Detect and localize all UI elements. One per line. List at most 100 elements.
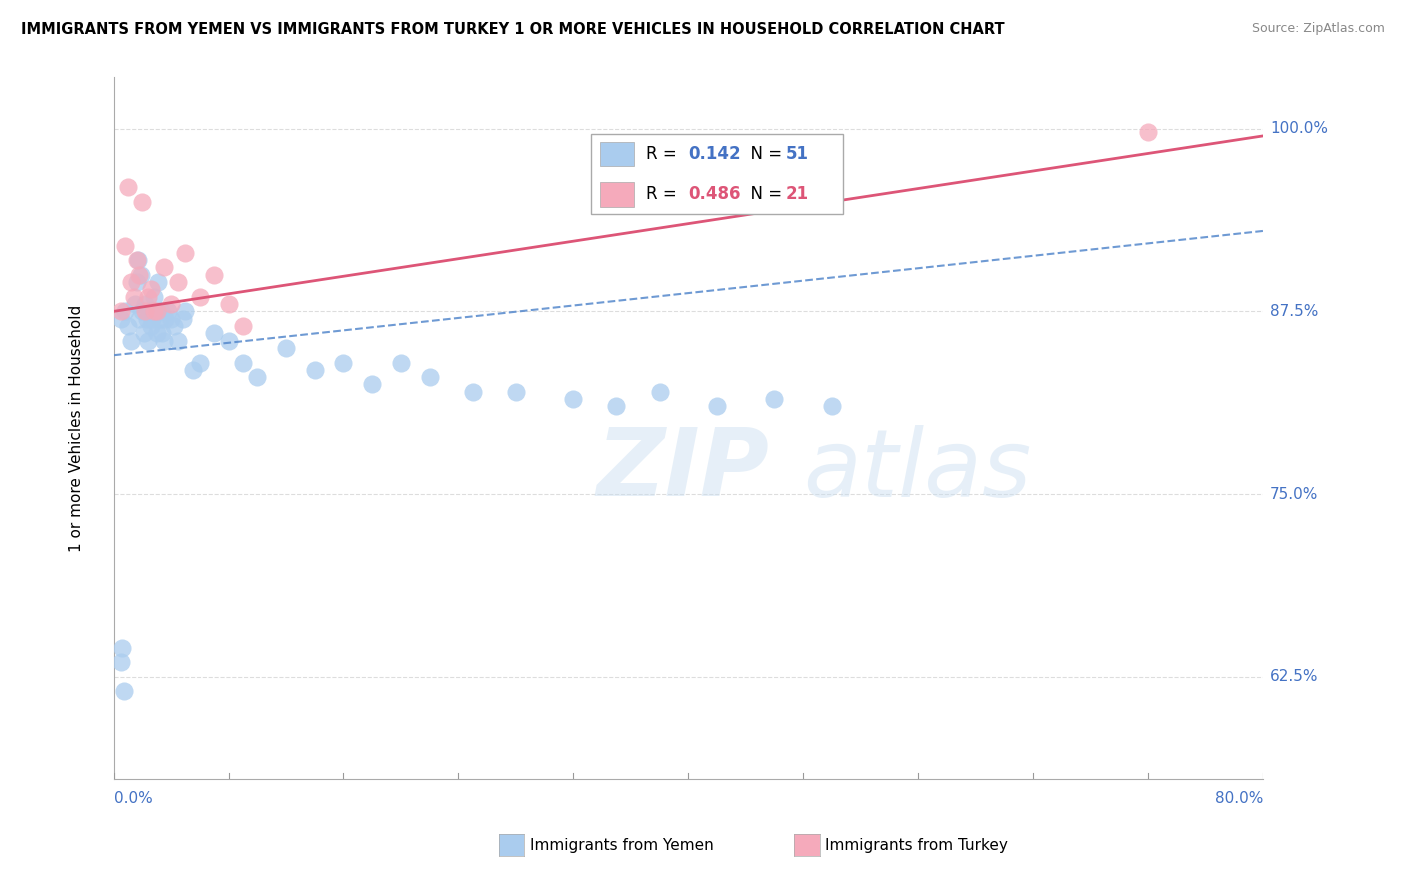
Text: 80.0%: 80.0% [1215,791,1263,805]
FancyBboxPatch shape [591,134,844,214]
Point [117,180,139,194]
Text: N =: N = [740,145,787,162]
Point [1136,124,1159,138]
Point [146,275,169,289]
Text: 1 or more Vehicles in Household: 1 or more Vehicles in Household [69,305,84,552]
Point [135,311,157,326]
Text: 62.5%: 62.5% [1270,669,1319,684]
Point [152,326,174,341]
Point [505,384,527,399]
Text: Source: ZipAtlas.com: Source: ZipAtlas.com [1251,22,1385,36]
Point [332,355,354,369]
Point [153,334,176,348]
Text: R =: R = [645,145,682,162]
Point [125,253,148,268]
Point [232,355,254,369]
Text: R =: R = [645,186,682,203]
Point [114,238,136,252]
Point [763,392,786,406]
Point [125,275,148,289]
Point [155,311,177,326]
Point [145,304,167,318]
Text: 0.0%: 0.0% [114,791,152,805]
Point [562,392,585,406]
Point [218,334,240,348]
Point [188,355,211,369]
Point [172,311,194,326]
Point [128,268,150,282]
Point [120,334,142,348]
Point [136,290,159,304]
Point [131,304,153,318]
Text: 100.0%: 100.0% [1270,121,1329,136]
Point [174,245,197,260]
FancyBboxPatch shape [600,182,634,207]
Point [142,304,165,318]
FancyBboxPatch shape [600,142,634,167]
Point [129,268,152,282]
Text: 0.486: 0.486 [689,186,741,203]
Text: ZIP: ZIP [596,425,769,516]
Point [142,290,165,304]
Point [124,297,146,311]
Point [160,311,183,326]
Point [127,253,149,268]
Point [361,377,384,392]
Point [157,304,180,318]
Text: Immigrants from Yemen: Immigrants from Yemen [530,838,714,853]
Text: IMMIGRANTS FROM YEMEN VS IMMIGRANTS FROM TURKEY 1 OR MORE VEHICLES IN HOUSEHOLD : IMMIGRANTS FROM YEMEN VS IMMIGRANTS FROM… [21,22,1005,37]
Text: atlas: atlas [803,425,1032,516]
Text: 21: 21 [786,186,808,203]
Point [110,311,132,326]
Point [139,318,162,333]
Point [648,384,671,399]
Point [218,297,240,311]
Point [138,304,160,318]
Point [163,318,186,333]
Point [150,304,173,318]
Point [134,297,156,311]
Point [128,311,150,326]
Point [202,326,225,341]
Point [202,268,225,282]
Point [112,684,135,698]
Point [136,334,159,348]
Text: 87.5%: 87.5% [1270,304,1319,318]
Point [160,297,183,311]
Point [149,311,172,326]
Point [461,384,484,399]
Point [389,355,412,369]
Point [188,290,211,304]
Point [706,400,728,414]
Point [174,304,197,318]
Text: 0.142: 0.142 [689,145,741,162]
Text: N =: N = [740,186,787,203]
Point [132,326,155,341]
Text: 51: 51 [786,145,808,162]
Text: 75.0%: 75.0% [1270,487,1319,501]
Point [153,260,176,275]
Point [181,363,204,377]
Point [232,318,254,333]
Point [821,400,844,414]
Point [131,194,153,209]
Point [139,282,162,296]
Point [120,275,142,289]
Point [122,290,145,304]
Point [111,640,134,655]
Point [419,370,441,384]
Point [141,311,163,326]
Point [114,304,136,318]
Text: Immigrants from Turkey: Immigrants from Turkey [825,838,1008,853]
Point [274,341,297,355]
Point [605,400,627,414]
Point [246,370,269,384]
Point [110,304,132,318]
Point [167,275,190,289]
Point [304,363,326,377]
Point [167,334,190,348]
Point [110,655,132,669]
Point [145,326,167,341]
Point [117,318,139,333]
Point [134,304,156,318]
